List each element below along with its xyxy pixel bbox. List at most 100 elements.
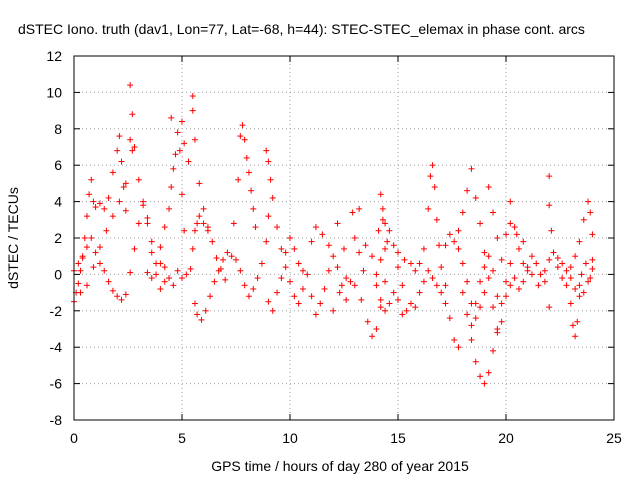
data-point [122, 291, 129, 298]
data-point [196, 180, 203, 187]
data-point [127, 136, 134, 143]
data-point [481, 249, 488, 256]
data-point [490, 304, 497, 311]
data-point [83, 282, 90, 289]
data-point [258, 260, 265, 267]
x-tick-label: 10 [282, 430, 298, 446]
data-point [295, 300, 302, 307]
data-point [386, 227, 393, 234]
data-point [589, 231, 596, 238]
data-point [412, 267, 419, 274]
data-point [384, 238, 391, 245]
y-tick-label: 12 [46, 48, 62, 64]
data-point [373, 326, 380, 332]
data-point [362, 242, 369, 249]
data-point [580, 289, 587, 296]
data-point [390, 242, 397, 249]
y-tick-label: -4 [50, 339, 63, 355]
data-point [202, 307, 209, 314]
data-point [379, 216, 386, 223]
data-point [472, 315, 479, 322]
data-point [116, 198, 123, 205]
data-point [563, 282, 570, 289]
data-point [157, 285, 164, 292]
axis-ticks: 0 5 10 15 20 25 -8 -6 -4 -2 0 2 4 6 8 10 12 [46, 48, 622, 446]
data-point [179, 191, 185, 198]
data-point [200, 205, 207, 212]
data-point [582, 260, 589, 267]
x-tick-label: 0 [70, 430, 78, 446]
data-point [459, 209, 466, 216]
data-point [585, 278, 592, 285]
data-point [174, 129, 181, 136]
data-point [161, 278, 168, 285]
data-point [373, 271, 380, 278]
data-point [241, 136, 248, 143]
data-point [230, 220, 237, 227]
data-point [546, 173, 553, 180]
data-point [120, 184, 127, 191]
data-point [464, 278, 471, 285]
data-point [228, 253, 235, 260]
data-point [490, 209, 497, 216]
data-point [83, 213, 90, 220]
data-point [386, 300, 393, 307]
data-point [535, 282, 542, 289]
data-point [321, 285, 328, 292]
data-point [587, 275, 594, 282]
data-point [215, 267, 222, 274]
data-point [494, 293, 501, 300]
data-point [533, 260, 540, 267]
chart-title: dSTEC Iono. truth (dav1, Lon=77, Lat=-68… [18, 21, 585, 37]
data-point [399, 282, 406, 289]
data-point [237, 133, 244, 140]
data-point [263, 238, 270, 245]
data-point [464, 187, 471, 194]
data-point [213, 255, 220, 262]
data-point [189, 245, 196, 252]
data-point [379, 205, 386, 212]
data-point [548, 227, 555, 234]
data-point [308, 238, 315, 245]
data-point [429, 162, 436, 169]
data-point [269, 307, 276, 314]
data-point [472, 300, 479, 307]
data-point [503, 278, 509, 285]
data-point [77, 289, 84, 296]
y-tick-label: 4 [54, 194, 62, 210]
data-point [83, 244, 90, 251]
data-point [330, 253, 337, 260]
data-point [572, 285, 579, 292]
data-point [325, 267, 332, 274]
data-point [587, 209, 594, 216]
data-point [237, 267, 244, 274]
data-point [278, 245, 285, 252]
data-point [88, 235, 95, 241]
data-point [472, 358, 479, 365]
data-point [181, 227, 188, 234]
data-point [131, 245, 138, 252]
data-point [252, 224, 259, 231]
data-point [131, 144, 138, 150]
data-point [168, 184, 175, 191]
data-point [520, 238, 527, 245]
data-point [239, 122, 246, 129]
data-point [498, 318, 505, 325]
data-point [554, 255, 561, 262]
data-point [572, 333, 579, 340]
data-point [185, 158, 192, 165]
x-tick-label: 15 [390, 430, 406, 446]
data-point [528, 271, 535, 278]
data-point [287, 235, 293, 241]
data-point [351, 235, 358, 241]
data-point [269, 194, 276, 201]
data-point [207, 293, 214, 300]
data-point [135, 220, 142, 227]
data-point [157, 260, 164, 267]
data-point [334, 264, 341, 271]
data-point [118, 296, 125, 303]
data-point [299, 285, 306, 292]
data-point [347, 278, 354, 285]
data-point [459, 260, 466, 267]
data-point [513, 231, 520, 238]
